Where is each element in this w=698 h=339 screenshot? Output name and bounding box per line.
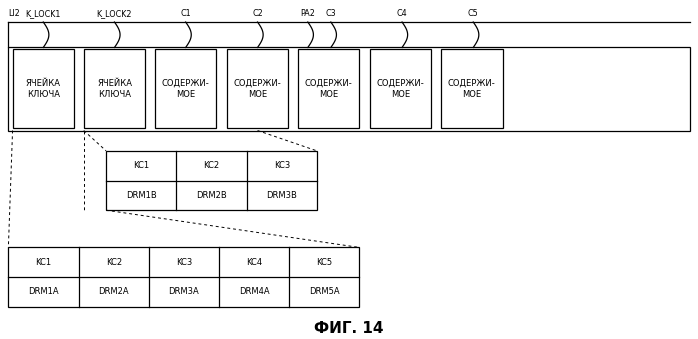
Text: DRM1A: DRM1A [28,287,59,297]
Bar [8,247,359,307]
Bar [8,47,690,131]
Text: DRM5A: DRM5A [309,287,340,297]
Text: KC3: KC3 [274,161,290,170]
Text: KC2: KC2 [203,161,220,170]
Text: DRM2A: DRM2A [98,287,129,297]
Bar [84,49,145,128]
Bar [13,49,74,128]
Text: ФИГ. 14: ФИГ. 14 [314,321,384,336]
Bar [227,49,288,128]
Bar [298,49,359,128]
Text: KC5: KC5 [316,258,332,267]
Text: PA2: PA2 [300,9,315,18]
Text: C1: C1 [180,9,191,18]
Text: DRM3A: DRM3A [168,287,200,297]
Text: СОДЕРЖИ-
МОЕ: СОДЕРЖИ- МОЕ [234,79,281,99]
Text: C4: C4 [396,9,408,18]
Text: C5: C5 [468,9,479,18]
Text: KC4: KC4 [246,258,262,267]
Bar [370,49,431,128]
Text: K_LOCK2: K_LOCK2 [97,9,132,18]
Bar [155,49,216,128]
Text: DRM2B: DRM2B [196,191,227,200]
Text: KC3: KC3 [176,258,192,267]
Text: ЯЧЕЙКА
КЛЮЧА: ЯЧЕЙКА КЛЮЧА [26,79,61,99]
Text: СОДЕРЖИ-
МОЕ: СОДЕРЖИ- МОЕ [162,79,209,99]
Text: KC1: KC1 [133,161,149,170]
Text: ЯЧЕЙКА
КЛЮЧА: ЯЧЕЙКА КЛЮЧА [97,79,132,99]
Text: LI2: LI2 [8,9,20,18]
Text: DRM1B: DRM1B [126,191,156,200]
Text: СОДЕРЖИ-
МОЕ: СОДЕРЖИ- МОЕ [377,79,424,99]
Text: KC2: KC2 [105,258,121,267]
Text: KC1: KC1 [36,258,52,267]
Text: C3: C3 [325,9,336,18]
Text: C2: C2 [252,9,263,18]
Text: DRM3B: DRM3B [267,191,297,200]
Text: СОДЕРЖИ-
МОЕ: СОДЕРЖИ- МОЕ [448,79,496,99]
Bar [106,151,317,210]
Text: DRM4A: DRM4A [239,287,269,297]
Text: K_LOCK1: K_LOCK1 [26,9,61,18]
Text: СОДЕРЖИ-
МОЕ: СОДЕРЖИ- МОЕ [305,79,352,99]
Bar [441,49,503,128]
